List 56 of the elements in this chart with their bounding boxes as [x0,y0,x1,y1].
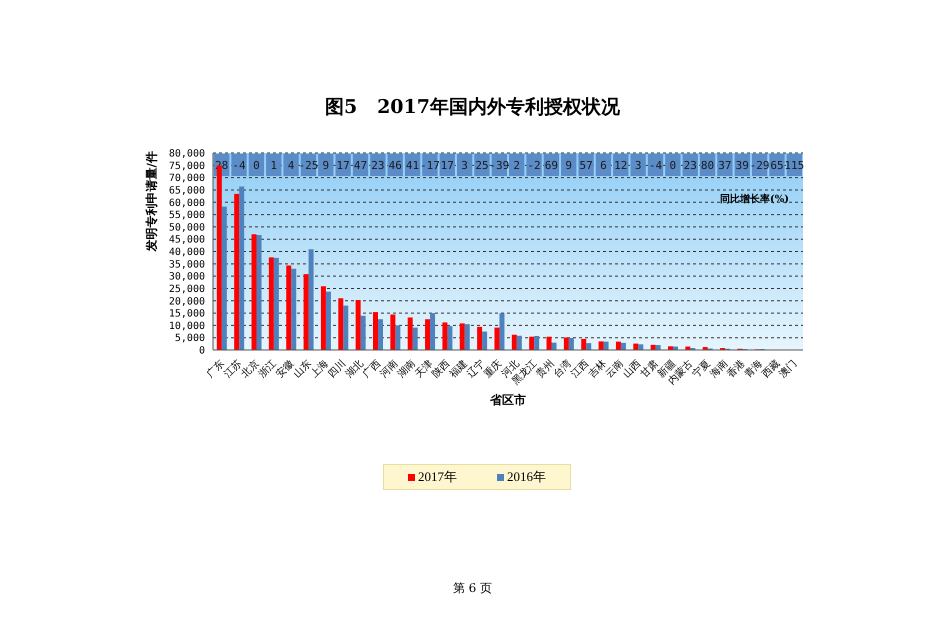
y-tick-label: 55,000 [168,210,205,222]
y-tick-label: 10,000 [168,320,205,332]
annotation: 57 [579,159,593,172]
annotation: -2 [527,159,541,172]
y-tick-label: 50,000 [168,222,205,234]
annotation: 80 [700,159,714,172]
annotation: 9 [322,159,330,172]
annotation: 39 [736,159,749,172]
annotation: 17 [336,159,350,172]
annotation: 9 [565,159,572,172]
legend-label: 2016年 [506,468,546,486]
annotation: -17 [420,159,440,172]
annotation: 4 [288,159,295,172]
annotation: 47 [354,159,368,172]
annotation: 37 [718,159,732,172]
y-tick-label: 15,000 [168,308,205,320]
y-tick-label: 25,000 [168,284,205,295]
annotation: 3 [634,159,642,172]
annotation: 25 [475,159,489,172]
annotation: 同比增长率(%) [720,193,789,205]
annotation: -4 [648,159,662,172]
y-tick-label: 60,000 [168,198,205,209]
annotation: 0 [253,159,260,172]
annotation: 3 [461,159,468,172]
annotation: 17 [440,159,454,172]
legend-label: 2017年 [417,468,457,486]
annotation: 65 [770,159,784,172]
annotation: 23 [371,159,384,172]
text: 第 6 页 [452,580,494,597]
y-tick-label: 70,000 [168,173,205,184]
y-tick-label: 30,000 [168,272,205,283]
annotation: -4 [232,159,246,172]
y-tick-label: 40,000 [168,247,205,258]
annotation: 12 [614,159,628,172]
y-tick-label: 80,000 [168,148,205,160]
annotation: 46 [388,159,402,172]
annotation: -39 [489,159,510,172]
annotation: -29 [750,159,770,172]
annotation: 2 [513,159,520,172]
y-tick-label: 20,000 [168,296,205,308]
annotation: 1 [270,159,278,172]
annotation: 6 [600,159,607,172]
y-tick-label: 35,000 [168,259,205,270]
y-tick-label: 75,000 [168,160,205,172]
y-tick-label: 5,000 [174,333,205,344]
annotation: 23 [684,159,697,172]
y-axis-title: 发明专利申请量/件 [144,151,158,252]
annotation: -25 [298,159,318,172]
y-tick-label: 0 [198,346,205,357]
annotation: 41 [406,159,420,172]
annotation: 0 [670,159,676,172]
y-tick-label: 45,000 [168,234,205,246]
x-axis-title: 省区市 [489,393,526,407]
y-tick-label: 65,000 [168,185,205,196]
chart-title: 图5 2017年国内外专利授权状况 [325,95,620,120]
annotation: 69 [544,159,558,172]
